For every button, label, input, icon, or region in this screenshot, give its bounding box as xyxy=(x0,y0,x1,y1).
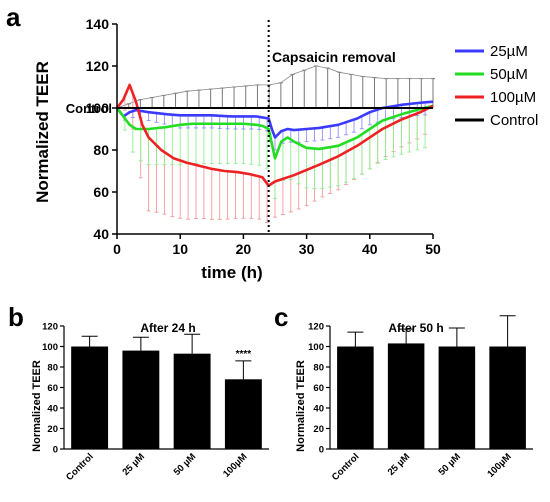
control-error-envelope xyxy=(116,65,433,109)
panel-c-y-tick-label: 80 xyxy=(313,363,324,374)
panel-a-y-tick-label: 60 xyxy=(93,184,109,200)
panel-b-y-tick-label: 20 xyxy=(47,424,58,435)
panel-b-bar-chart: Control 25 µM 50 µM **** 100µM 0 20 40 60 80 100 12… xyxy=(42,322,269,483)
control-level-label: Control xyxy=(66,101,112,116)
panel-b-y-tick-label: 0 xyxy=(53,445,58,456)
panel-a-x-tick-label: 50 xyxy=(425,241,441,257)
series-line-1 xyxy=(115,104,434,160)
panel-b-y-tick-label: 80 xyxy=(47,363,58,374)
panel-a-x-tick-label: 10 xyxy=(172,241,188,257)
panel-a-legend: 25µM 50µM 100µM Control xyxy=(455,43,538,129)
panel-b-bar xyxy=(224,379,262,449)
panel-c-y-tick-label: 100 xyxy=(308,342,324,353)
panel-c-x-tick-label: 25 µM xyxy=(386,451,413,478)
panel-b-title: After 24 h xyxy=(140,321,195,335)
panel-c-y-axis-label: Normalized TEER xyxy=(295,360,307,452)
panel-b-bar xyxy=(173,353,211,449)
panel-c-x-tick-label: Control xyxy=(330,451,362,483)
panel-a-y-tick-label: 80 xyxy=(93,142,109,158)
panel-a-y-tick-label: 120 xyxy=(86,58,110,74)
panel-b-x-tick-label: 25 µM xyxy=(120,451,147,478)
panel-a-x-tick-label: 0 xyxy=(113,241,121,257)
panel-c-title: After 50 h xyxy=(388,321,443,335)
panel-c-y-tick-label: 20 xyxy=(313,424,324,435)
panel-c-y-tick-label: 40 xyxy=(313,404,324,415)
panel-a-y-axis-label: Normalized TEER xyxy=(33,61,52,203)
panel-letter-b: b xyxy=(8,302,24,332)
panel-b-y-tick-label: 120 xyxy=(42,322,58,333)
panel-letter-c: c xyxy=(274,302,288,332)
panel-b-x-tick-label: Control xyxy=(64,451,96,483)
series-line-0 xyxy=(115,100,434,139)
panel-c-bar xyxy=(387,343,425,449)
panel-a-y-tick-label: 40 xyxy=(93,226,109,242)
series-line-2 xyxy=(115,83,434,187)
panel-b-bar xyxy=(122,350,160,449)
panel-c-y-tick-label: 120 xyxy=(308,322,324,333)
panel-b-y-axis-label: Normalized TEER xyxy=(31,360,43,452)
panel-b-y-tick-label: 100 xyxy=(42,342,58,353)
panel-c-y-tick-label: 60 xyxy=(313,383,324,394)
panel-a-x-tick-label: 20 xyxy=(236,241,252,257)
panel-b-x-tick-label: 100µM xyxy=(221,451,250,480)
panel-c-bar xyxy=(438,346,476,449)
panel-a-line-chart: 40 60 80 100 120 140 0 10 20 30 40 50 xyxy=(86,16,441,257)
legend-label-control: Control xyxy=(490,112,538,129)
panel-c-x-tick-label: 100µM xyxy=(485,451,514,480)
panel-letter-a: a xyxy=(6,2,21,32)
capsaicin-removal-annotation: Capsaicin removal xyxy=(272,49,396,65)
panel-a-y-tick-label: 100 xyxy=(86,100,110,116)
panel-c-bar-chart: Control 25 µM 50 µM 100µM 0 20 40 60 80 100 120 xyxy=(308,315,533,483)
panel-b-y-tick-label: 60 xyxy=(47,383,58,394)
panel-c-x-tick-label: 50 µM xyxy=(436,451,463,478)
panel-a-x-axis-label: time (h) xyxy=(201,263,262,282)
panel-b-y-tick-label: 40 xyxy=(47,404,58,415)
legend-label-25um: 25µM xyxy=(490,43,528,60)
panel-c-y-tick-label: 0 xyxy=(319,445,324,456)
legend-label-100um: 100µM xyxy=(490,89,536,106)
panel-a-y-tick-label: 140 xyxy=(86,16,110,32)
panel-a-x-tick-label: 40 xyxy=(362,241,378,257)
panel-c-bar xyxy=(337,346,374,449)
panel-b-bar xyxy=(71,346,109,449)
panel-b-significance-label: **** xyxy=(236,349,252,360)
legend-label-50um: 50µM xyxy=(490,66,528,83)
panel-c-bar xyxy=(489,346,526,449)
panel-a-x-tick-label: 30 xyxy=(299,241,315,257)
panel-b-x-tick-label: 50 µM xyxy=(172,451,199,478)
